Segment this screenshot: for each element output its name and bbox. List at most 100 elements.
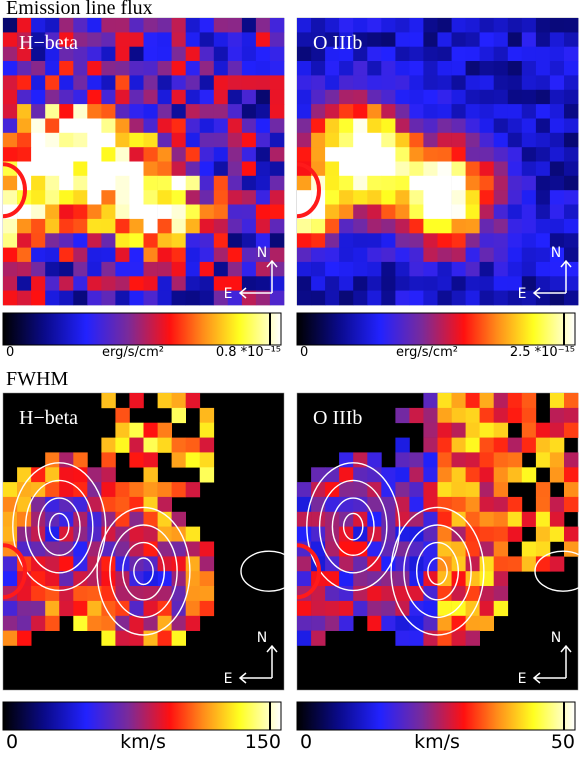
pixel [115,233,130,248]
pixel [255,89,271,105]
pixel [465,407,480,424]
colorbar-unit: erg/s/cm² [396,345,458,360]
pixel [353,218,368,234]
pixel [129,175,144,191]
pixel [143,452,158,468]
pixel [73,233,88,248]
pixel [73,132,88,148]
pixel [521,89,537,105]
pixel [353,290,368,306]
pixel [437,393,452,409]
pixel [227,147,243,162]
pixel [479,204,494,220]
pixel [325,571,340,587]
pixel [213,247,229,263]
pixel [255,276,271,291]
pixel [395,630,410,646]
pixel [199,161,215,177]
pixel [409,75,424,91]
pixel [227,132,243,148]
pixel [451,161,466,177]
pixel [479,290,494,306]
pixel [185,161,201,177]
pixel [199,556,215,572]
pixel [185,175,201,191]
pixel [479,586,494,602]
pixel [59,261,74,277]
pixel [521,407,537,424]
pixel [423,247,438,263]
pixel [549,422,565,438]
pixel [199,175,215,191]
pixel [423,422,438,438]
pixel [241,233,257,248]
pixel [297,104,312,119]
pixel [507,276,523,291]
pixel [409,233,424,248]
pixel [213,276,229,291]
pixel [325,147,340,162]
pixel [409,46,424,62]
pixel [143,615,158,631]
pixel [171,556,186,572]
pixel [213,190,229,205]
pixel [101,571,116,587]
pixel [493,61,509,76]
pixel [297,630,312,646]
pixel [564,175,579,191]
pixel [241,276,257,291]
pixel [297,600,312,617]
pixel [213,46,229,62]
pixel [437,218,452,234]
pixel [255,118,271,134]
pixel [129,571,144,587]
compass-arrows [238,259,278,299]
pixel [325,46,340,62]
pixel [17,61,32,76]
pixel [549,407,565,424]
pixel [451,233,466,248]
pixel [185,61,201,76]
pixel [564,452,579,468]
pixel [241,89,257,105]
pixel [59,218,74,234]
pixel [507,32,523,48]
pixel [115,175,130,191]
pixel [3,600,18,617]
pixel [3,175,18,191]
pixel [339,541,354,557]
pixel [157,630,172,646]
pixel [549,32,565,48]
pixel [423,175,438,191]
pixel [143,218,158,234]
pixel [325,18,340,33]
pixel [87,175,102,191]
pixel [31,46,46,62]
pixel [564,467,579,483]
pixel [507,161,523,177]
pixel [115,147,130,162]
pixel [353,147,368,162]
pixel [115,290,130,306]
pixel [395,261,410,277]
pixel [31,218,46,234]
pixel [493,556,509,572]
pixel [269,204,285,220]
pixel [241,175,257,191]
pixel [185,393,201,409]
pixel [451,61,466,76]
pixel [31,511,46,527]
pixel [353,61,368,76]
pixel [143,204,158,220]
pixel [185,218,201,234]
pixel [507,118,523,134]
pixel [423,556,438,572]
pixel [185,118,201,134]
pixel [129,556,144,572]
pixel [549,261,565,277]
pixel [451,467,466,483]
pixel [59,18,74,33]
pixel [395,407,410,424]
pixel [521,204,537,220]
pixel [339,511,354,527]
